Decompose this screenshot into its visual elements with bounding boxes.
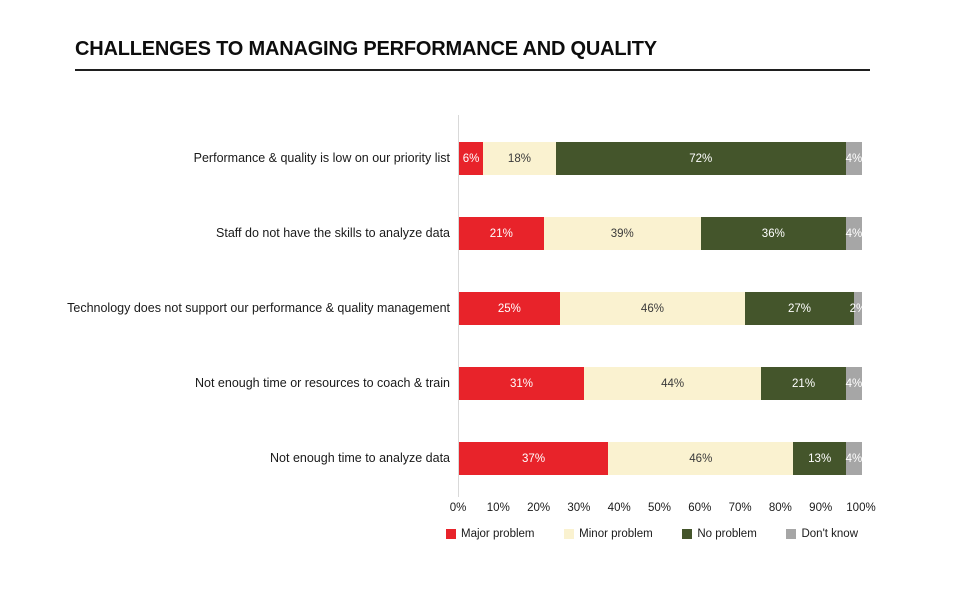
legend-swatch-icon (564, 529, 575, 539)
data-label: 37% (522, 452, 546, 465)
x-axis-tick: 70% (728, 502, 752, 514)
data-label: 4% (845, 377, 862, 390)
bar-segment-no-problem: 72% (555, 142, 846, 175)
x-axis-tick: 50% (647, 502, 672, 514)
bar-segment-don-t-know: 4% (846, 442, 862, 475)
x-axis-tick: 30% (567, 502, 591, 514)
category-label: Staff do not have the skills to analyze … (216, 226, 450, 241)
data-label: 72% (689, 152, 713, 165)
data-label: 6% (462, 152, 480, 165)
bar-segment-no-problem: 36% (700, 217, 846, 250)
data-label: 18% (507, 152, 531, 165)
bar-segment-minor-problem: 44% (583, 367, 762, 400)
y-axis-line (458, 115, 459, 497)
bar-segment-minor-problem: 46% (559, 292, 746, 325)
legend-swatch-icon (682, 529, 693, 539)
title-block: CHALLENGES TO MANAGING PERFORMANCE AND Q… (75, 38, 870, 71)
bar-segment-minor-problem: 39% (543, 217, 701, 250)
bar-row: 6% 18% 72% 4% (459, 142, 862, 175)
bar-segment-no-problem: 27% (745, 292, 854, 325)
category-label: Not enough time or resources to coach & … (195, 376, 450, 391)
data-label: 46% (689, 452, 713, 465)
legend-item: Major problem (446, 528, 535, 540)
bar-segment-major-problem: 6% (459, 142, 484, 175)
bar-segment-minor-problem: 46% (608, 442, 794, 475)
bar-segment-don-t-know: 4% (846, 142, 862, 175)
data-label: 39% (610, 227, 634, 240)
x-axis-tick: 20% (527, 502, 551, 514)
legend-swatch-icon (786, 529, 797, 539)
bar-segment-major-problem: 37% (459, 442, 609, 475)
bar-segment-minor-problem: 18% (483, 142, 556, 175)
legend-swatch-icon (446, 529, 456, 539)
bar-segment-major-problem: 25% (459, 292, 560, 325)
legend-item: Don't know (786, 528, 858, 540)
bar-row: 37% 46% 13% 4% (459, 442, 862, 475)
x-axis-tick: 90% (809, 502, 833, 514)
bar-row: 21% 39% 36% 4% (459, 217, 862, 250)
data-label: 36% (761, 227, 785, 240)
data-label: 25% (497, 302, 521, 315)
data-label: 46% (640, 302, 664, 315)
legend-label: Minor problem (579, 528, 653, 540)
category-label: Technology does not support our performa… (67, 301, 450, 316)
legend-label: No problem (697, 528, 757, 540)
data-label: 21% (792, 377, 816, 390)
bar-segment-major-problem: 31% (459, 367, 584, 400)
page-title: CHALLENGES TO MANAGING PERFORMANCE AND Q… (75, 38, 657, 60)
category-label: Performance & quality is low on our prio… (193, 151, 450, 166)
legend-label: Major problem (461, 528, 535, 540)
data-label: 4% (845, 452, 862, 465)
bar-row: 25% 46% 27% 2% (459, 292, 862, 325)
bar-segment-don-t-know: 2% (850, 292, 862, 325)
legend-item: No problem (682, 528, 757, 540)
data-label: 4% (845, 227, 862, 240)
bar-segment-don-t-know: 4% (846, 367, 862, 400)
x-axis-tick: 80% (768, 502, 792, 514)
x-axis: 0% 10% 20% 30% 40% 50% 60% 70% 80% 90% 100% (450, 502, 876, 518)
data-label: 27% (788, 302, 812, 315)
legend-label: Don't know (801, 528, 858, 540)
data-label: 13% (808, 452, 832, 465)
data-label: 31% (509, 377, 533, 390)
data-label: 44% (661, 377, 685, 390)
bar-row: 31% 44% 21% 4% (459, 367, 862, 400)
bar-segment-no-problem: 21% (761, 367, 846, 400)
data-label: 21% (489, 227, 513, 240)
chart-legend: Major problem Minor problem No problem Don'… (446, 528, 858, 540)
legend-item: Minor problem (564, 528, 653, 540)
x-axis-tick: 100% (846, 502, 876, 514)
data-label: 4% (845, 152, 862, 165)
x-axis-tick: 40% (607, 502, 631, 514)
x-axis-tick: 10% (486, 502, 510, 514)
category-label: Not enough time to analyze data (270, 451, 450, 466)
bar-segment-no-problem: 13% (793, 442, 846, 475)
bar-segment-don-t-know: 4% (846, 217, 862, 250)
data-label: 2% (849, 302, 862, 315)
x-axis-tick: 0% (449, 502, 467, 514)
x-axis-tick: 60% (688, 502, 712, 514)
bar-segment-major-problem: 21% (459, 217, 544, 250)
